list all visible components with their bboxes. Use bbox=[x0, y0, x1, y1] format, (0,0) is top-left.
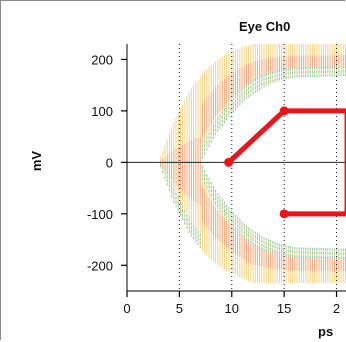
eye-mask-polygon bbox=[226, 108, 346, 217]
mask-vertex bbox=[224, 157, 234, 167]
y-tick-label: -200 bbox=[87, 258, 113, 273]
x-tick-label: 0 bbox=[123, 301, 130, 316]
eye-signal-cloud bbox=[160, 44, 346, 284]
y-tick-label: 200 bbox=[91, 52, 113, 67]
x-tick-label: 2 bbox=[333, 301, 340, 316]
y-tick-label: 0 bbox=[106, 155, 113, 170]
y-tick-label: 100 bbox=[91, 104, 113, 119]
x-tick-label: 10 bbox=[225, 301, 239, 316]
plot-area: 200 100 0 -100 -200 0 5 10 15 2 bbox=[87, 44, 346, 316]
mask-vertex bbox=[279, 209, 289, 219]
y-axis-title: mV bbox=[29, 151, 44, 172]
y-tick-label: -100 bbox=[87, 207, 113, 222]
x-tick-label: 5 bbox=[176, 301, 183, 316]
chart-title: Eye Ch0 bbox=[239, 19, 290, 34]
x-tick-label: 15 bbox=[277, 301, 291, 316]
mask-vertex bbox=[279, 106, 289, 116]
x-axis-title: ps bbox=[318, 324, 333, 339]
